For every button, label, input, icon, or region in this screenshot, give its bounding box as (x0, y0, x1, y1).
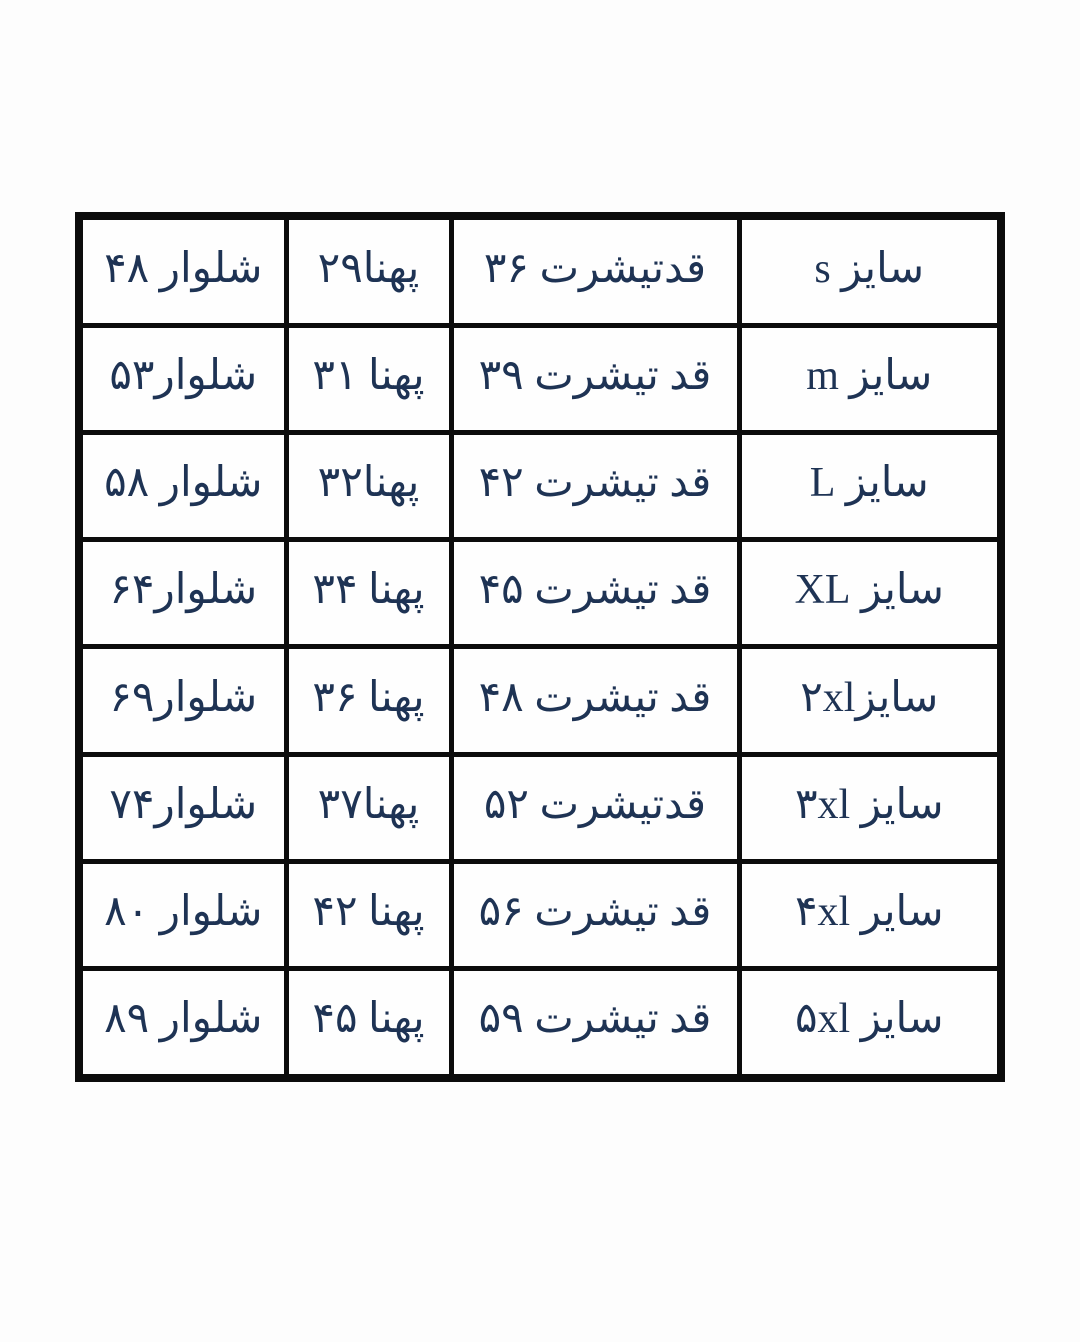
cell-width: پهنا۲۹ (283, 213, 454, 329)
cell-width: پهنا ۴۲ (283, 858, 454, 971)
cell-pants: شلوار۶۹ (76, 644, 289, 757)
cell-pants: شلوار ۸۹ (76, 965, 289, 1081)
table-row: سایز s قدتیشرت ۳۶ پهنا۲۹ شلوار ۴۸ (76, 213, 1004, 329)
size-chart-container: سایز s قدتیشرت ۳۶ پهنا۲۹ شلوار ۴۸ سایز m… (75, 212, 1005, 1082)
cell-shirt-length: قد تیشرت ۳۹ (448, 323, 742, 436)
cell-pants: شلوار ۵۸ (76, 430, 289, 543)
cell-size: سایز XL (736, 537, 1004, 650)
table-row: سایز ۵xl قد تیشرت ۵۹ پهنا ۴۵ شلوار ۸۹ (76, 965, 1004, 1081)
cell-size: سایز L (736, 430, 1004, 543)
cell-size: سایز ۵xl (736, 965, 1004, 1081)
cell-shirt-length: قد تیشرت ۴۸ (448, 644, 742, 757)
cell-size: سایز s (736, 213, 1004, 329)
table-row: سایز۲xl قد تیشرت ۴۸ پهنا ۳۶ شلوار۶۹ (76, 644, 1004, 757)
cell-size: سایز۲xl (736, 644, 1004, 757)
cell-shirt-length: قد تیشرت ۴۲ (448, 430, 742, 543)
table-row: سایر ۴xl قد تیشرت ۵۶ پهنا ۴۲ شلوار ۸۰ (76, 858, 1004, 971)
cell-width: پهنا ۳۴ (283, 537, 454, 650)
cell-pants: شلوار ۸۰ (76, 858, 289, 971)
cell-shirt-length: قد تیشرت ۴۵ (448, 537, 742, 650)
cell-shirt-length: قدتیشرت ۳۶ (448, 213, 742, 329)
cell-width: پهنا۳۲ (283, 430, 454, 543)
cell-width: پهنا ۳۱ (283, 323, 454, 436)
table-row: سایز m قد تیشرت ۳۹ پهنا ۳۱ شلوار۵۳ (76, 323, 1004, 436)
table-row: سایز L قد تیشرت ۴۲ پهنا۳۲ شلوار ۵۸ (76, 430, 1004, 543)
cell-pants: شلوار۵۳ (76, 323, 289, 436)
cell-shirt-length: قدتیشرت ۵۲ (448, 751, 742, 864)
cell-pants: شلوار۷۴ (76, 751, 289, 864)
cell-size: سایر ۴xl (736, 858, 1004, 971)
cell-pants: شلوار۶۴ (76, 537, 289, 650)
cell-size: سایز ۳xl (736, 751, 1004, 864)
size-chart-table: سایز s قدتیشرت ۳۶ پهنا۲۹ شلوار ۴۸ سایز m… (75, 212, 1005, 1082)
cell-width: پهنا ۳۶ (283, 644, 454, 757)
cell-width: پهنا۳۷ (283, 751, 454, 864)
cell-shirt-length: قد تیشرت ۵۹ (448, 965, 742, 1081)
table-row: سایز XL قد تیشرت ۴۵ پهنا ۳۴ شلوار۶۴ (76, 537, 1004, 650)
cell-pants: شلوار ۴۸ (76, 213, 289, 329)
cell-width: پهنا ۴۵ (283, 965, 454, 1081)
table-row: سایز ۳xl قدتیشرت ۵۲ پهنا۳۷ شلوار۷۴ (76, 751, 1004, 864)
cell-shirt-length: قد تیشرت ۵۶ (448, 858, 742, 971)
cell-size: سایز m (736, 323, 1004, 436)
